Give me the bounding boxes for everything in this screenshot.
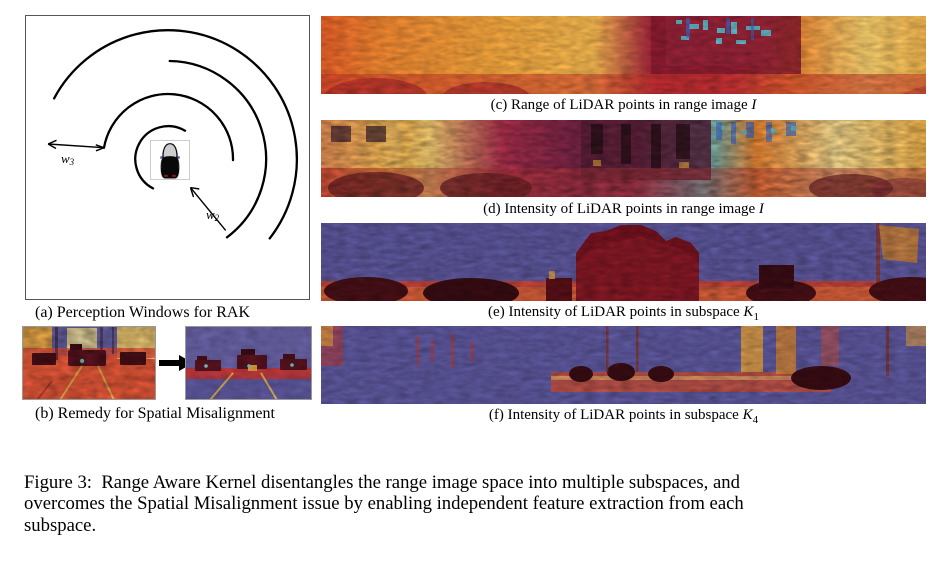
svg-text:w3: w3 (61, 151, 75, 167)
svg-text:w2: w2 (206, 207, 220, 223)
